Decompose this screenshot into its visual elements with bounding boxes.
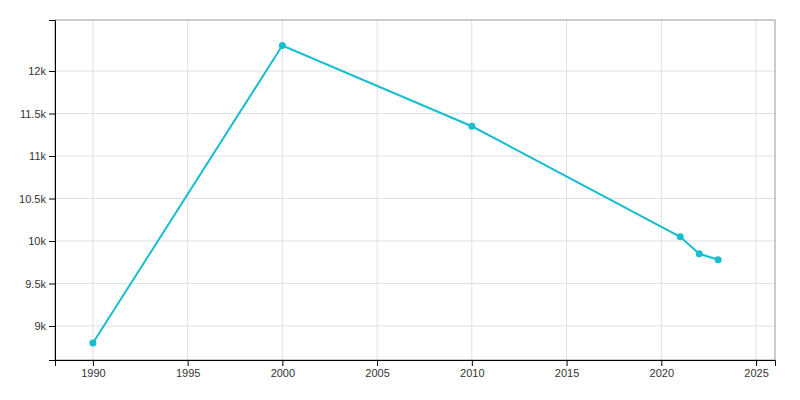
tick: 1990 — [81, 360, 105, 379]
tick-mark — [282, 360, 283, 366]
x-axis: 1990 1995 2000 2005 2010 2015 2020 2025 — [56, 360, 776, 379]
tick-label: 1990 — [81, 367, 105, 379]
tick-mark — [49, 241, 55, 242]
tick-mark — [49, 114, 55, 115]
grid-line — [55, 156, 775, 157]
tick-label: 11.5k — [20, 108, 47, 120]
tick-mark — [49, 199, 55, 200]
axis-line — [49, 21, 56, 361]
plot-frame — [55, 20, 775, 360]
grid — [55, 20, 775, 360]
tick-label: 2015 — [555, 367, 579, 379]
tick-label: 2010 — [460, 367, 484, 379]
tick-mark — [661, 360, 662, 366]
tick-label: 9k — [34, 320, 46, 332]
point — [696, 250, 703, 257]
tick-label: 9.5k — [25, 278, 46, 290]
axis-line — [56, 361, 776, 367]
tick-label: 2025 — [744, 367, 768, 379]
tick: 1995 — [176, 360, 200, 379]
tick: 2025 — [744, 360, 768, 379]
tick: 9.5k — [25, 278, 55, 290]
tick: 9k — [34, 320, 55, 332]
tick-label: 12k — [28, 65, 46, 77]
y-axis: 9k 9.5k 10k 10.5k 11k 11.5k 12k — [19, 21, 55, 361]
tick: 2005 — [365, 360, 389, 379]
point — [468, 123, 475, 130]
tick-label: 2020 — [650, 367, 674, 379]
point — [279, 42, 286, 49]
tick: 12k — [28, 65, 55, 77]
tick: 10.5k — [19, 193, 55, 205]
tick-mark — [188, 360, 189, 366]
grid-line — [55, 326, 775, 327]
tick: 11.5k — [20, 108, 55, 120]
tick-mark — [49, 156, 55, 157]
point — [89, 340, 96, 347]
line — [93, 46, 718, 344]
chart: 1990 1995 2000 2005 2010 2015 2020 2025 9k 9.5k 10… — [0, 0, 800, 400]
tick: 2020 — [650, 360, 674, 379]
grid-line — [55, 71, 775, 72]
point — [677, 233, 684, 240]
tick: 2010 — [460, 360, 484, 379]
tick: 2015 — [555, 360, 579, 379]
tick-mark — [49, 326, 55, 327]
tick-label: 10k — [28, 235, 46, 247]
tick-mark — [93, 360, 94, 366]
tick-label: 2000 — [271, 367, 295, 379]
tick-mark — [49, 71, 55, 72]
tick-label: 10.5k — [19, 193, 46, 205]
data-marks — [89, 42, 721, 347]
tick-label: 11k — [29, 150, 46, 162]
tick-label: 1995 — [176, 367, 200, 379]
tick-mark — [377, 360, 378, 366]
tick: 10k — [28, 235, 55, 247]
point — [715, 256, 722, 263]
tick-mark — [756, 360, 757, 366]
tick-mark — [49, 284, 55, 285]
tick: 2000 — [271, 360, 295, 379]
grid-line — [55, 113, 775, 114]
tick-label: 2005 — [365, 367, 389, 379]
tick-mark — [567, 360, 568, 366]
grid-line — [55, 198, 775, 199]
grid-line — [55, 283, 775, 284]
grid-line — [55, 241, 775, 242]
tick: 11k — [29, 150, 55, 162]
plot: 1990 1995 2000 2005 2010 2015 2020 2025 9k 9.5k 10… — [19, 20, 775, 379]
tick-mark — [472, 360, 473, 366]
